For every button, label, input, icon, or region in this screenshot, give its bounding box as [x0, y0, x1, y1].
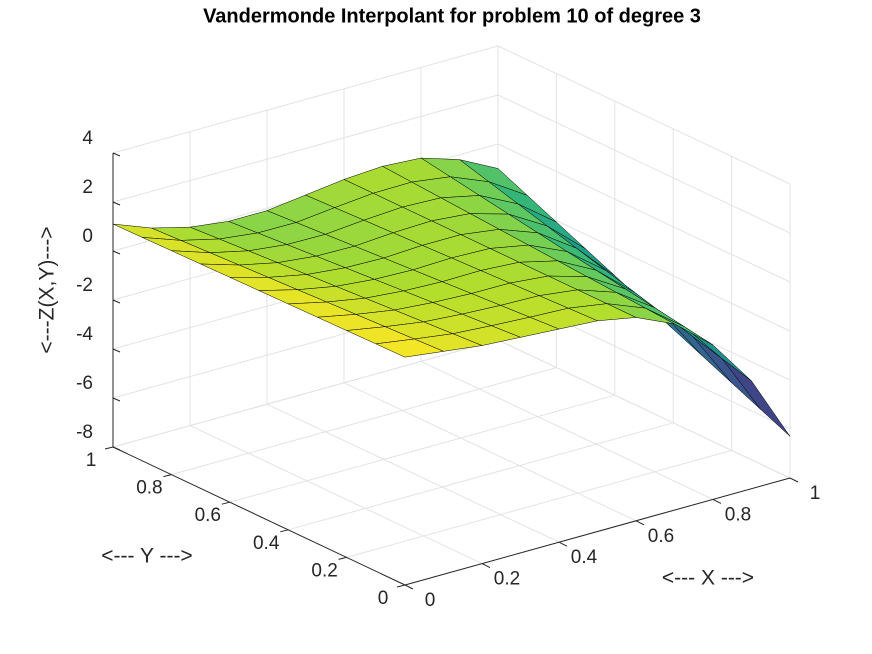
- x-tick-label: 0.2: [494, 569, 520, 590]
- grid-line: [266, 403, 560, 543]
- surface-patch: [722, 358, 791, 437]
- z-axis-label: <---Z(X,Y)--->: [36, 226, 59, 353]
- grid-line: [288, 422, 674, 531]
- grid-line: [497, 45, 791, 185]
- grid-line: [346, 449, 732, 558]
- x-tick-label: 0.8: [725, 504, 751, 525]
- y-tick-label: 0.8: [136, 478, 162, 499]
- tick-mark: [112, 348, 121, 353]
- tick-mark: [163, 474, 172, 478]
- tick-mark: [338, 556, 347, 560]
- tick-mark: [112, 250, 121, 255]
- y-tick-label: 0.2: [311, 560, 337, 581]
- surface-patch: [375, 338, 444, 358]
- z-tick-label: -8: [76, 422, 93, 443]
- z-tick-label: 2: [82, 177, 93, 198]
- grid-line: [497, 143, 791, 283]
- x-tick-label: 0.4: [571, 547, 598, 568]
- tick-mark: [712, 498, 722, 504]
- tick-mark: [112, 397, 121, 402]
- y-tick-label: 0.4: [253, 533, 280, 554]
- surface-patch: [692, 336, 762, 410]
- grid-line: [229, 394, 615, 503]
- tick-mark: [104, 446, 114, 450]
- y-axis-label: <--- Y --->: [101, 545, 192, 568]
- grid-line: [420, 360, 714, 500]
- tick-mark: [789, 477, 799, 483]
- y-axis: [112, 446, 406, 586]
- y-tick-label: 1: [86, 450, 97, 471]
- grid-line: [112, 94, 499, 203]
- x-tick-label: 0.6: [648, 526, 674, 547]
- x-tick-label: 0: [425, 590, 436, 611]
- grid-line: [112, 339, 499, 448]
- grid-line: [112, 45, 499, 154]
- grid-line: [497, 94, 791, 234]
- tick-mark: [112, 446, 121, 451]
- tick-mark: [221, 501, 230, 505]
- tick-mark: [635, 520, 645, 526]
- tick-mark: [112, 152, 121, 157]
- tick-mark: [396, 584, 406, 588]
- tick-mark: [112, 201, 121, 206]
- grid-line: [343, 382, 637, 522]
- y-tick-label: 0.6: [195, 505, 221, 526]
- grid-line: [497, 339, 791, 479]
- z-tick-label: -2: [76, 275, 93, 296]
- tick-mark: [404, 584, 414, 590]
- y-tick-label: 0: [378, 588, 389, 609]
- z-tick-label: -6: [76, 373, 93, 394]
- x-tick-label: 1: [810, 483, 821, 504]
- chart-title: Vandermonde Interpolant for problem 10 o…: [203, 5, 701, 27]
- z-tick-label: 4: [82, 128, 93, 149]
- x-axis: [404, 477, 791, 586]
- z-tick-label: -4: [76, 324, 93, 345]
- tick-mark: [280, 529, 289, 533]
- x-axis-label: <--- X --->: [662, 567, 754, 590]
- grid-line: [171, 367, 557, 476]
- surface-patch: [663, 314, 732, 384]
- grid-line: [189, 425, 483, 565]
- tick-mark: [112, 299, 121, 304]
- tick-mark: [558, 541, 568, 547]
- tick-mark: [481, 563, 491, 569]
- z-tick-label: 0: [82, 226, 93, 247]
